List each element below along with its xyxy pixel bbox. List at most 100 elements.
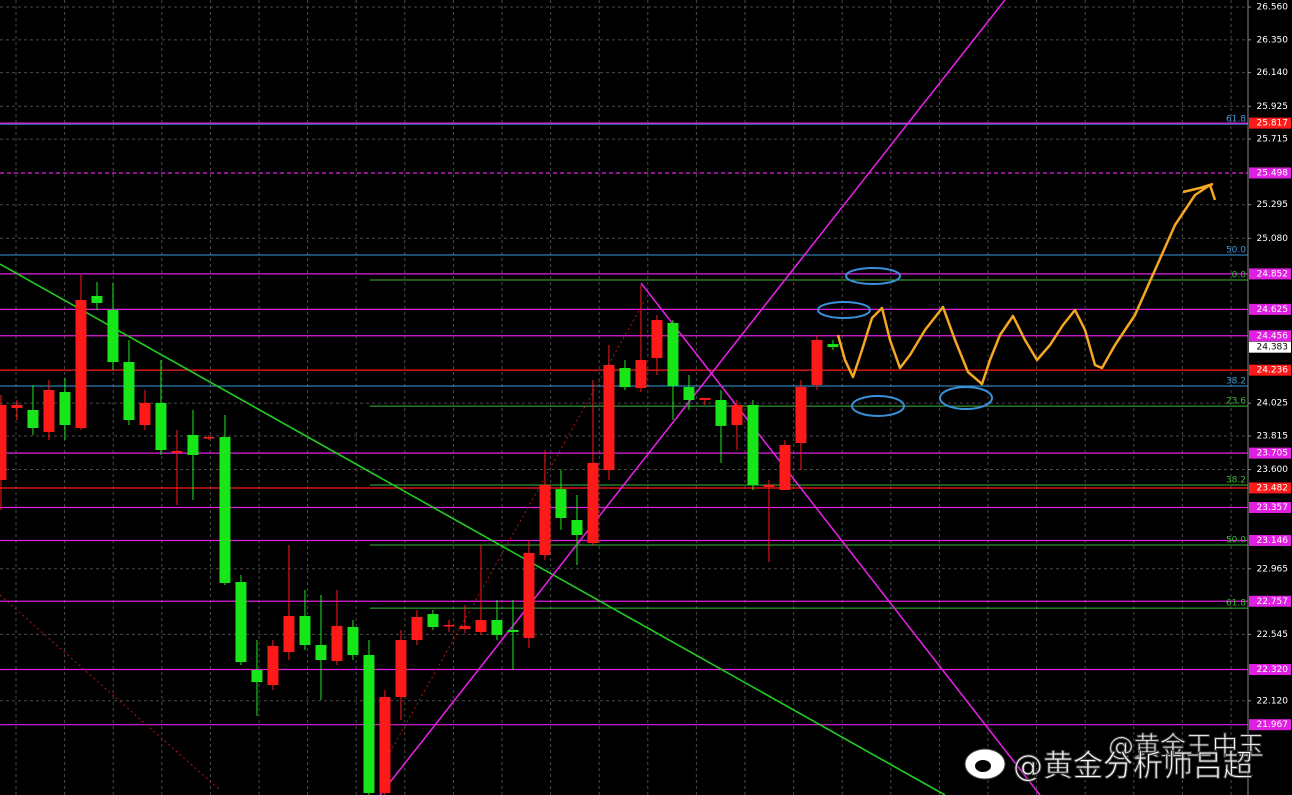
projection-path xyxy=(836,182,1217,386)
y-tick-label: 25.295 xyxy=(1257,200,1289,210)
fib-label: 23.6 xyxy=(1226,397,1246,407)
price-axis xyxy=(1248,0,1292,795)
candle-body xyxy=(251,670,263,683)
support-ellipse xyxy=(939,386,993,410)
candle-body xyxy=(219,437,231,583)
projection-drawing xyxy=(817,182,1217,417)
target-ellipse xyxy=(845,267,901,285)
candle-body xyxy=(795,387,807,443)
target-ellipse xyxy=(817,301,871,319)
current-price-box xyxy=(1249,341,1291,353)
vertical-grid xyxy=(0,0,1248,795)
axis-layer: 26.560 26.350 26.140 25.925 25.715 25.295 25.0… xyxy=(1226,3,1291,731)
candle-body xyxy=(587,462,599,543)
watermark: @黄金王中玉 xyxy=(1108,732,1264,762)
price-level-box xyxy=(1249,664,1291,676)
candle-body xyxy=(299,615,311,645)
price-level-label: 24.456 xyxy=(1257,331,1289,341)
fib-label: 61.8 xyxy=(1226,599,1246,609)
price-level-label: 24.625 xyxy=(1257,305,1289,315)
candle-body xyxy=(571,520,583,535)
candle-body xyxy=(459,625,471,630)
candle-body xyxy=(411,617,423,640)
candle-body xyxy=(827,344,839,348)
candle-body xyxy=(699,397,711,400)
y-tick-label: 25.715 xyxy=(1257,135,1289,145)
price-level-box xyxy=(1249,595,1291,607)
candle-body xyxy=(427,614,439,628)
candle-body xyxy=(619,367,631,388)
price-level-box xyxy=(1249,167,1291,179)
candle-body xyxy=(187,435,199,455)
candle-body xyxy=(539,485,551,555)
y-tick-label: 26.350 xyxy=(1257,35,1289,45)
candle-body xyxy=(155,402,167,450)
candle-layer xyxy=(0,275,839,795)
candle-body xyxy=(0,405,7,480)
y-tick-label: 25.080 xyxy=(1257,234,1289,244)
weibo-logo xyxy=(964,748,1006,780)
candle-body xyxy=(75,300,87,428)
price-level-box xyxy=(1249,364,1291,376)
fib-label: 61.8 xyxy=(1226,115,1246,125)
price-level-label: 25.498 xyxy=(1257,168,1289,178)
fib-label: 50.0 xyxy=(1226,536,1246,546)
watermark: @黄金分析师吕超 xyxy=(1013,749,1253,784)
candle-body xyxy=(635,360,647,388)
candle-body xyxy=(811,340,823,385)
price-level-box xyxy=(1249,447,1291,459)
logo-eye xyxy=(975,760,991,772)
candle-body xyxy=(555,489,567,518)
y-tick-label: 26.140 xyxy=(1257,68,1289,78)
fib-label: 0.0 xyxy=(1232,271,1247,281)
candle-body xyxy=(683,387,695,400)
candle-body xyxy=(651,320,663,358)
candle-body xyxy=(747,405,759,485)
y-tick-label: 22.965 xyxy=(1257,564,1289,574)
current-price-label: 24.383 xyxy=(1257,343,1289,353)
candle-body xyxy=(59,392,71,425)
trendline xyxy=(640,282,1041,795)
price-level-box xyxy=(1249,303,1291,315)
y-tick-label: 23.600 xyxy=(1257,465,1289,475)
candle-body xyxy=(235,582,247,663)
candle-body xyxy=(315,645,327,660)
support-ellipse xyxy=(851,395,905,417)
candle-body xyxy=(715,400,727,426)
candle-body xyxy=(267,645,279,685)
candle-body xyxy=(347,627,359,655)
candle-body xyxy=(11,405,23,408)
y-tick-label: 24.025 xyxy=(1257,399,1289,409)
candle-body xyxy=(667,322,679,386)
fib-label: 50.0 xyxy=(1226,246,1246,256)
candle-body xyxy=(203,437,215,439)
candle-body xyxy=(523,552,535,638)
trendline xyxy=(0,594,221,791)
candle-body xyxy=(491,620,503,635)
candle-body xyxy=(731,405,743,425)
price-level-box xyxy=(1249,534,1291,546)
candle-body xyxy=(603,365,615,470)
candle-body xyxy=(395,640,407,698)
y-tick-label: 22.120 xyxy=(1257,696,1289,706)
horizontal-layer xyxy=(0,122,1248,726)
price-level-label: 24.852 xyxy=(1257,269,1289,279)
price-level-box xyxy=(1249,502,1291,513)
candle-body xyxy=(43,390,55,433)
candle-body xyxy=(363,655,375,793)
price-level-label: 21.967 xyxy=(1257,720,1289,730)
y-tick-label: 22.545 xyxy=(1257,630,1289,640)
candle-body xyxy=(763,485,775,488)
price-level-box xyxy=(1249,330,1291,342)
candle-body xyxy=(123,362,135,420)
candle-body xyxy=(107,310,119,363)
price-level-box xyxy=(1249,482,1291,494)
candle-body xyxy=(507,630,519,633)
candle-body xyxy=(91,295,103,303)
price-level-box xyxy=(1249,719,1291,731)
price-level-box xyxy=(1249,117,1291,129)
candle-body xyxy=(779,445,791,490)
candle-body xyxy=(443,625,455,627)
price-level-label: 23.482 xyxy=(1257,483,1289,493)
y-tick-label: 26.560 xyxy=(1257,3,1289,13)
